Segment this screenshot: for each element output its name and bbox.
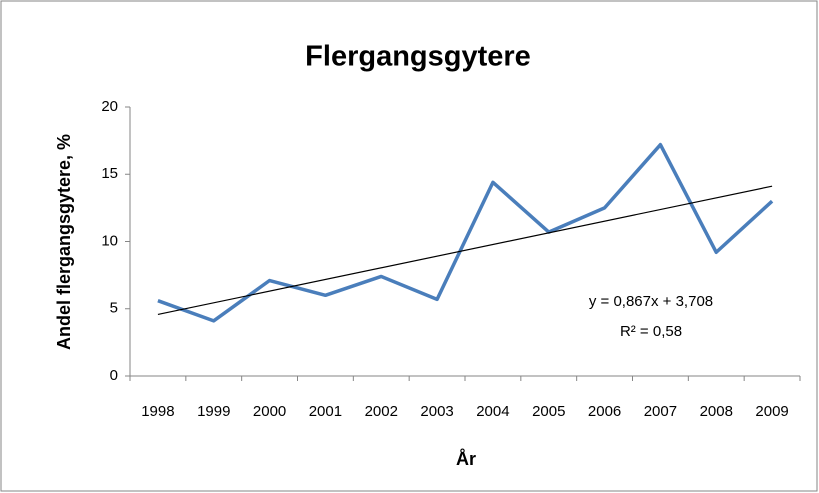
y-tick-label: 5 xyxy=(110,300,118,317)
x-tick-label: 2000 xyxy=(253,403,286,420)
y-tick-label: 10 xyxy=(101,232,118,249)
y-tick-label: 0 xyxy=(110,367,118,384)
y-tick-label: 20 xyxy=(101,98,118,115)
x-tick-label: 1998 xyxy=(141,403,174,420)
chart-title: Flergangsgytere xyxy=(305,41,531,73)
trendline-equation: y = 0,867x + 3,708 xyxy=(589,293,713,310)
x-tick-label: 2008 xyxy=(700,403,733,420)
y-axis-title: Andel flergangsgytere, % xyxy=(54,134,74,350)
y-tick-label: 15 xyxy=(101,165,118,182)
x-axis-title: År xyxy=(456,449,476,469)
x-tick-label: 2006 xyxy=(588,403,621,420)
x-tick-label: 2009 xyxy=(755,403,788,420)
x-tick-label: 2001 xyxy=(309,403,342,420)
data-line xyxy=(157,142,774,323)
x-tick-label: 2007 xyxy=(644,403,677,420)
x-tick-label: 2003 xyxy=(420,403,453,420)
x-tick-label: 2004 xyxy=(476,403,509,420)
x-tick-label: 2005 xyxy=(532,403,565,420)
x-tick-label: 2002 xyxy=(365,403,398,420)
trendline-r2: R² = 0,58 xyxy=(620,323,682,340)
trendline xyxy=(157,185,773,316)
x-tick-label: 1999 xyxy=(197,403,230,420)
